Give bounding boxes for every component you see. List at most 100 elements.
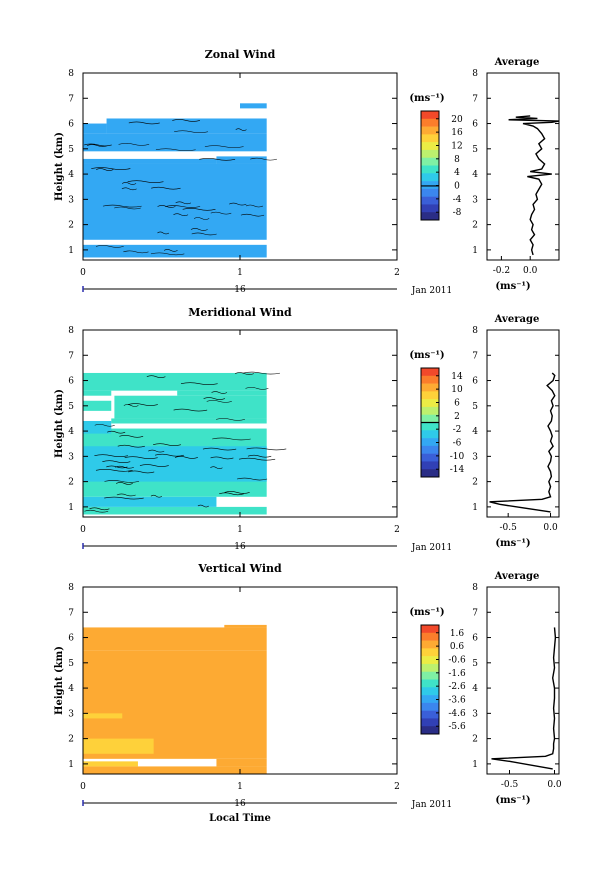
panel-title: Zonal Wind: [205, 48, 276, 61]
data-block: [83, 506, 267, 515]
y-tick-label: 1: [68, 246, 74, 256]
colorbar-swatch: [421, 181, 439, 190]
colorbar-tick-label: 10: [451, 385, 463, 395]
y-tick-label: 3: [68, 709, 74, 719]
contour-line: [173, 408, 208, 412]
y-axis-label: Height (km): [54, 646, 65, 715]
data-block: [83, 766, 267, 774]
colorbar-swatch: [421, 188, 439, 197]
contour-line: [216, 418, 245, 421]
contour-line: [219, 492, 244, 496]
contour-line: [191, 232, 217, 236]
contour-line: [146, 375, 166, 378]
contour-line: [247, 454, 272, 458]
contour-line: [84, 143, 112, 147]
average-y-tick-label: 7: [472, 608, 478, 618]
data-block: [114, 395, 267, 419]
contour-line: [114, 206, 141, 210]
contour-line: [96, 168, 114, 171]
colorbar-swatch: [421, 383, 439, 392]
y-tick-label: 6: [68, 120, 74, 130]
average-frame: [486, 586, 560, 775]
contour-line: [107, 430, 126, 434]
contour-line: [117, 444, 145, 448]
x-axis-label: Local Time: [209, 813, 271, 824]
colorbar-swatch: [421, 142, 439, 151]
contour-line: [118, 143, 150, 146]
contour-line: [84, 509, 109, 513]
contour-line: [175, 201, 192, 205]
average-y-tick-label: 6: [472, 634, 478, 644]
contour-line: [102, 460, 131, 463]
colorbar-tick-label: -14: [450, 465, 465, 475]
y-tick-label: 3: [68, 195, 74, 205]
contour-line: [150, 494, 163, 498]
data-block: [83, 123, 107, 134]
y-tick-label: 1: [68, 760, 74, 770]
date-month-label: Jan 2011: [411, 543, 453, 553]
average-x-label: (ms⁻¹): [495, 281, 530, 292]
contour-line: [119, 435, 144, 438]
contour-line: [211, 391, 228, 394]
x-tick-label: 1: [237, 268, 243, 278]
contour-line: [155, 148, 196, 152]
y-tick-label: 7: [68, 94, 74, 104]
data-block: [83, 133, 267, 152]
colorbar-swatch: [421, 702, 439, 711]
y-tick-label: 4: [68, 427, 74, 437]
colorbar-swatch: [421, 118, 439, 127]
y-tick-label: 2: [68, 735, 74, 745]
data-block: [106, 118, 267, 134]
colorbar-frame: [420, 110, 440, 221]
colorbar-swatch: [421, 687, 439, 696]
colorbar-swatch: [421, 406, 439, 416]
average-x-label: (ms⁻¹): [495, 795, 530, 806]
average-title: Average: [494, 57, 540, 68]
contour-line: [210, 466, 223, 470]
date-label: 16: [234, 285, 246, 295]
contour-line: [116, 493, 136, 497]
average-y-tick-label: 5: [472, 402, 478, 412]
y-tick-label: 6: [68, 377, 74, 387]
contour-line: [157, 205, 176, 208]
date-month-label: Jan 2011: [411, 286, 453, 296]
data-block: [83, 738, 154, 754]
average-y-tick-label: 7: [472, 351, 478, 361]
colorbar-swatch: [421, 399, 439, 408]
contour-line: [203, 397, 226, 400]
contour-line: [127, 403, 158, 406]
contour-line: [199, 157, 236, 161]
colorbar-swatch: [421, 695, 439, 704]
y-axis-label: Height (km): [54, 389, 65, 458]
contour-line: [123, 250, 149, 254]
average-y-tick-label: 8: [472, 583, 478, 593]
contour-line: [123, 404, 139, 407]
average-x-label: (ms⁻¹): [495, 538, 530, 549]
average-y-tick-label: 4: [472, 427, 478, 437]
contour-line: [128, 470, 155, 474]
date-month-label: Jan 2011: [411, 800, 453, 810]
y-tick-label: 5: [68, 659, 74, 669]
contour-line: [229, 202, 247, 206]
average-x-tick-label: -0.5: [499, 523, 517, 533]
contour-line: [124, 456, 158, 460]
contour-line: [238, 457, 276, 461]
data-block: [216, 156, 267, 164]
y-tick-label: 8: [68, 583, 74, 593]
colorbar-tick-label: -3.6: [448, 696, 466, 706]
colorbar-tick-label: -4.6: [448, 709, 466, 719]
contour-line: [151, 186, 181, 190]
y-tick-label: 2: [68, 478, 74, 488]
colorbar-swatch: [421, 726, 439, 735]
colorbar-swatch: [421, 173, 439, 182]
colorbar-unit: (ms⁻¹): [409, 93, 444, 104]
contour-line: [128, 121, 160, 125]
contour-line: [245, 387, 269, 390]
contour-line: [202, 447, 237, 451]
data-block: [216, 758, 267, 767]
data-block: [83, 420, 112, 434]
contour-line: [157, 231, 170, 235]
x-tick-label: 1: [237, 525, 243, 535]
average-y-tick-label: 4: [472, 170, 478, 180]
